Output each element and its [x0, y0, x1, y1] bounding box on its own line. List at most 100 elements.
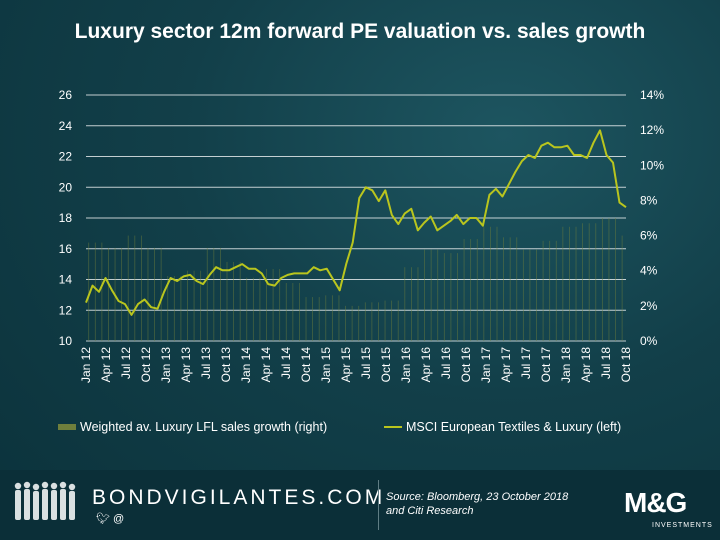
x-tick-label: Jan 18 — [559, 347, 573, 383]
left-tick-label: 16 — [59, 242, 73, 256]
legend-line-swatch — [384, 426, 402, 428]
x-tick-label: Jan 16 — [399, 347, 413, 383]
sales-growth-bar — [621, 235, 623, 341]
sales-growth-bar — [503, 237, 504, 341]
sales-growth-bar — [575, 226, 577, 341]
sales-growth-bar — [410, 267, 412, 341]
x-tick-label: Apr 18 — [579, 347, 593, 383]
sales-growth-bar — [140, 235, 142, 341]
mg-logo: M&G — [624, 487, 687, 518]
legend-bar-swatch — [58, 424, 76, 430]
sales-growth-bar — [94, 242, 96, 341]
left-tick-label: 18 — [59, 211, 73, 225]
sales-growth-bar — [483, 226, 485, 341]
x-tick-label: Jul 18 — [599, 347, 613, 379]
sales-growth-bar — [601, 218, 603, 341]
sales-growth-bar — [364, 302, 366, 341]
sales-growth-bar — [266, 268, 267, 341]
right-tick-label: 14% — [640, 88, 664, 102]
sales-growth-bar — [305, 297, 307, 341]
sales-growth-bar — [299, 283, 300, 341]
msci-line — [85, 129, 627, 316]
sales-growth-bar — [516, 237, 518, 341]
sales-growth-bar — [371, 302, 373, 341]
sales-growth-bar — [127, 235, 129, 341]
source-note: Source: Bloomberg, 23 October 2018 and C… — [386, 490, 606, 518]
sales-growth-bar — [417, 267, 419, 341]
sales-growth-bar — [173, 275, 175, 341]
right-tick-label: 8% — [640, 193, 658, 207]
sales-growth-bar — [193, 270, 195, 341]
source-line-2: and Citi Research — [386, 505, 474, 517]
right-tick-label: 10% — [640, 158, 664, 172]
left-tick-label: 10 — [59, 334, 73, 348]
sales-growth-bar — [391, 300, 393, 341]
sales-growth-bar — [358, 305, 360, 341]
sales-growth-bar — [187, 270, 188, 341]
brand-name[interactable]: BONDVIGILANTES.COM — [92, 486, 386, 509]
social-links[interactable]: 🐦︎ @ — [96, 512, 124, 525]
sales-growth-bar — [351, 305, 353, 341]
x-tick-label: Apr 12 — [99, 347, 113, 383]
x-tick-label: Oct 16 — [459, 347, 473, 383]
sales-growth-bar — [200, 270, 202, 341]
x-tick-label: Jan 15 — [319, 347, 333, 383]
sales-growth-bar — [529, 249, 531, 341]
sales-growth-bar — [536, 249, 537, 341]
sales-growth-bar — [160, 247, 162, 341]
left-tick-label: 26 — [59, 88, 73, 102]
x-tick-label: Oct 12 — [139, 347, 153, 383]
sales-growth-bar — [496, 226, 498, 341]
x-tick-label: Jan 13 — [159, 347, 173, 383]
x-tick-label: Apr 14 — [259, 347, 273, 383]
sales-growth-bar — [220, 247, 221, 341]
sales-growth-bar — [378, 302, 379, 341]
x-tick-label: Jul 17 — [519, 347, 533, 379]
sales-growth-bar — [272, 268, 274, 341]
legend-item-sales-growth: Weighted av. Luxury LFL sales growth (ri… — [58, 420, 327, 434]
sales-growth-bar — [522, 249, 524, 341]
x-tick-label: Jan 17 — [479, 347, 493, 383]
sales-growth-bar — [213, 247, 215, 341]
right-tick-label: 4% — [640, 264, 658, 278]
social-handle: @ — [113, 513, 125, 525]
x-tick-label: Oct 17 — [539, 347, 553, 383]
sales-growth-bar — [588, 223, 590, 341]
chart-title: Luxury sector 12m forward PE valuation v… — [74, 20, 646, 43]
sales-growth-bar — [345, 305, 346, 341]
sales-growth-bar — [615, 218, 616, 341]
mg-logo-sub: INVESTMENTS — [652, 522, 713, 529]
sales-growth-bar — [404, 267, 406, 341]
sales-growth-bar — [239, 261, 241, 341]
left-tick-label: 24 — [59, 119, 73, 133]
legend-item-msci: MSCI European Textiles & Luxury (left) — [384, 420, 621, 434]
sales-growth-bar — [430, 249, 432, 341]
sales-growth-bar — [555, 240, 557, 341]
sales-growth-bar — [312, 297, 314, 341]
sales-growth-bar — [509, 237, 511, 341]
footer-divider — [378, 480, 379, 530]
sales-growth-bar — [338, 295, 340, 341]
sales-growth-bar — [279, 268, 281, 341]
twitter-icon[interactable]: 🐦︎ — [96, 513, 110, 525]
legend-label-msci: MSCI European Textiles & Luxury (left) — [406, 420, 622, 434]
x-tick-label: Apr 15 — [339, 347, 353, 383]
x-tick-label: Jan 12 — [79, 347, 93, 383]
chart-area: 10 12 14 16 18 20 22 24 26 0% 2% 4% 6% 8% 10% 12% 14% J… — [59, 88, 665, 383]
sales-growth-bar — [292, 283, 294, 341]
sales-growth-bar — [325, 295, 327, 341]
left-tick-label: 12 — [59, 303, 73, 317]
sales-growth-bar — [206, 247, 208, 341]
sales-growth-bar — [167, 275, 169, 341]
sales-growth-bar — [397, 300, 399, 341]
sales-growth-bar — [463, 239, 465, 341]
sales-growth-bar — [252, 277, 254, 341]
sales-growth-bar — [259, 277, 261, 341]
sales-growth-bar — [180, 275, 182, 341]
sales-growth-bar — [154, 247, 155, 341]
sales-growth-bar — [147, 247, 149, 341]
sales-growth-bar — [608, 218, 610, 341]
sales-growth-bar — [88, 242, 90, 341]
sales-growth-bar — [108, 247, 109, 341]
sales-growth-bar — [443, 253, 445, 341]
